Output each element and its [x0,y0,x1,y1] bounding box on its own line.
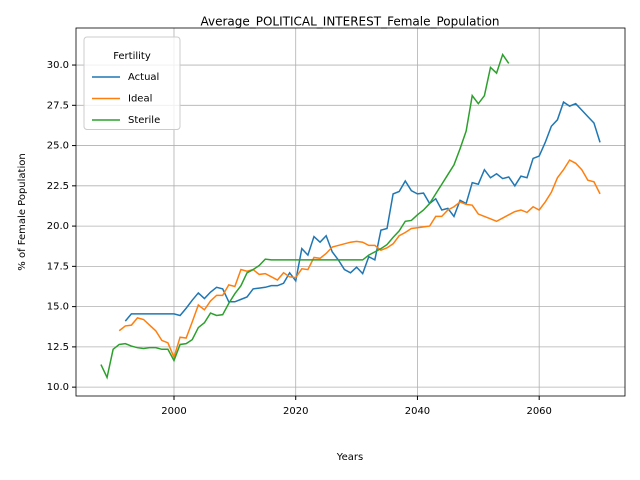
y-tick-label: 20.0 [47,221,69,232]
y-tick-label: 10.0 [47,382,69,393]
line-series [118,159,601,360]
chart-title: Average_POLITICAL_INTEREST_Female_Popula… [200,15,499,29]
x-tick-label: 2060 [526,406,551,417]
x-tick-label: 2040 [405,406,430,417]
legend-title: Fertility [113,51,151,62]
legend-box [83,36,181,130]
y-tick-label: 30.0 [47,60,69,71]
legend-label: Actual [128,72,159,83]
legend-label: Ideal [128,94,152,105]
line-series [124,100,601,322]
y-tick-label: 15.0 [47,302,69,313]
y-tick-label: 22.5 [47,181,69,192]
y-tick-label: 27.5 [47,100,69,111]
x-tick-label: 2020 [283,406,308,417]
y-tick-label: 12.5 [47,342,69,353]
x-axis-label: Years [336,452,363,463]
y-axis-label: % of Female Population [17,153,28,270]
legend-label: Sterile [128,115,160,126]
axes-frame [75,27,626,397]
y-tick-label: 17.5 [47,261,69,272]
x-tick-label: 2000 [161,406,186,417]
y-tick-label: 25.0 [47,141,69,152]
line-series [100,52,510,380]
